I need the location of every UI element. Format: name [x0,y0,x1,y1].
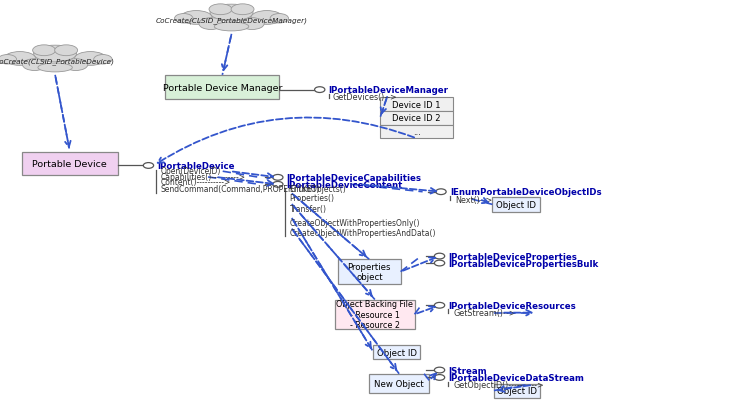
Ellipse shape [64,60,87,71]
Text: IPortableDeviceDataStream: IPortableDeviceDataStream [448,373,584,382]
Text: IPortableDevicePropertiesBulk: IPortableDevicePropertiesBulk [448,259,599,268]
Text: IPortableDeviceContent: IPortableDeviceContent [287,180,403,189]
Text: Object ID: Object ID [376,348,417,357]
FancyBboxPatch shape [373,345,420,359]
FancyBboxPatch shape [335,300,415,329]
Text: Object ID: Object ID [497,386,537,395]
Ellipse shape [210,5,253,22]
Ellipse shape [215,23,248,32]
Ellipse shape [209,5,232,16]
Circle shape [315,88,325,93]
Circle shape [273,182,283,188]
Text: CreateObjectWithPropertiesOnly(): CreateObjectWithPropertiesOnly() [290,218,420,227]
FancyBboxPatch shape [380,126,453,139]
Text: ...: ... [413,128,420,137]
Ellipse shape [175,14,193,24]
Text: IStream: IStream [448,366,487,375]
Ellipse shape [231,5,254,16]
Text: EnumObjects(): EnumObjects() [290,184,346,193]
Text: Open(DeviceID): Open(DeviceID) [160,166,220,175]
FancyBboxPatch shape [369,374,429,393]
Ellipse shape [94,55,112,65]
Text: Device ID 1: Device ID 1 [392,101,441,110]
Ellipse shape [181,11,212,25]
Text: CoCreate(CLSID_PortableDevice): CoCreate(CLSID_PortableDevice) [0,58,115,64]
Text: IPortableDeviceManager: IPortableDeviceManager [329,86,448,95]
Ellipse shape [34,46,76,63]
Ellipse shape [32,46,56,56]
FancyBboxPatch shape [380,112,453,126]
Circle shape [434,254,445,259]
Ellipse shape [75,52,106,66]
Text: Capabilities()---------->: Capabilities()----------> [160,172,245,181]
FancyBboxPatch shape [492,197,540,213]
Ellipse shape [199,19,223,30]
Text: Portable Device: Portable Device [32,160,107,169]
Text: Portable Device Manager: Portable Device Manager [162,83,282,92]
Text: Object Backing File
- Resource 1
- Resource 2: Object Backing File - Resource 1 - Resou… [337,300,413,329]
Circle shape [273,175,283,181]
Text: GetStream()-->: GetStream()--> [453,308,516,317]
Text: IEnumPortableDeviceObjectIDs: IEnumPortableDeviceObjectIDs [450,188,601,197]
Ellipse shape [0,55,16,65]
Circle shape [143,163,154,169]
FancyBboxPatch shape [380,98,453,112]
Ellipse shape [251,11,282,25]
Ellipse shape [4,52,35,66]
Text: CreateObjectWithPropertiesAndData(): CreateObjectWithPropertiesAndData() [290,229,436,238]
Ellipse shape [54,46,78,56]
Text: Properties
object: Properties object [348,262,391,282]
FancyBboxPatch shape [494,384,540,398]
Text: IPortableDeviceProperties: IPortableDeviceProperties [448,252,577,261]
Text: Properties(): Properties() [290,193,334,202]
FancyBboxPatch shape [165,76,279,100]
Circle shape [434,375,445,380]
Text: Device ID 2: Device ID 2 [392,114,441,123]
Circle shape [436,189,446,195]
Circle shape [434,367,445,373]
Text: Next()-->: Next()--> [455,195,492,204]
Text: IPortableDeviceResources: IPortableDeviceResources [448,301,576,310]
Text: GetObjectID()---------->: GetObjectID()----------> [453,380,544,389]
Text: IPortableDeviceCapabilities: IPortableDeviceCapabilities [287,173,422,182]
Ellipse shape [270,14,288,24]
Ellipse shape [240,19,264,30]
Text: Transfer(): Transfer() [290,204,326,213]
Circle shape [434,303,445,308]
Text: CoCreate(CLSID_PortableDeviceManager): CoCreate(CLSID_PortableDeviceManager) [156,17,307,23]
Text: Content()---------->: Content()----------> [160,178,231,187]
Ellipse shape [38,64,72,73]
Text: GetDevices()-->: GetDevices()--> [332,92,397,101]
FancyBboxPatch shape [338,260,401,284]
Circle shape [434,261,445,266]
FancyBboxPatch shape [22,152,118,176]
Text: IPortableDevice: IPortableDevice [157,162,234,171]
Text: Object ID: Object ID [496,200,537,209]
Text: SendCommand(Command,PROPERTYKEY): SendCommand(Command,PROPERTYKEY) [160,184,320,193]
Ellipse shape [23,60,46,71]
Text: New Object: New Object [374,379,424,388]
